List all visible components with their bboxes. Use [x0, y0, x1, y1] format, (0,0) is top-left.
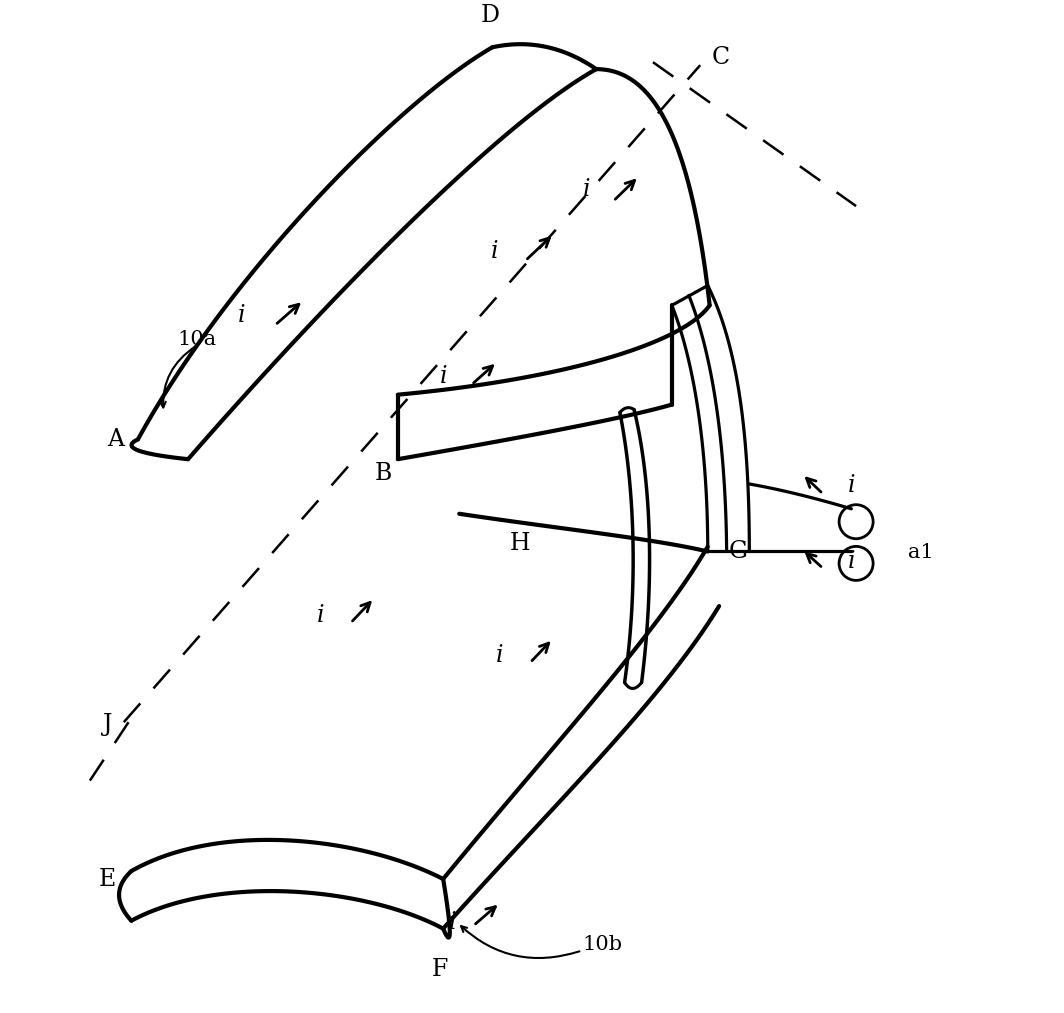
Text: F: F [432, 958, 449, 982]
Text: D: D [481, 4, 500, 27]
Text: i: i [439, 366, 447, 388]
Text: i: i [449, 911, 456, 934]
Text: i: i [848, 550, 855, 573]
Text: J: J [103, 713, 113, 735]
Text: 10a: 10a [178, 330, 217, 349]
Text: C: C [712, 46, 730, 69]
Text: i: i [238, 304, 246, 327]
Text: E: E [99, 867, 116, 890]
Text: A: A [106, 427, 123, 451]
Text: 10b: 10b [582, 935, 622, 954]
Text: i: i [491, 240, 498, 263]
Text: H: H [510, 532, 530, 555]
Text: i: i [496, 644, 503, 668]
Text: B: B [375, 462, 393, 485]
Text: a1: a1 [908, 543, 934, 562]
Text: G: G [729, 540, 748, 563]
Text: i: i [583, 177, 591, 201]
Text: i: i [317, 604, 325, 626]
Text: i: i [848, 474, 855, 497]
